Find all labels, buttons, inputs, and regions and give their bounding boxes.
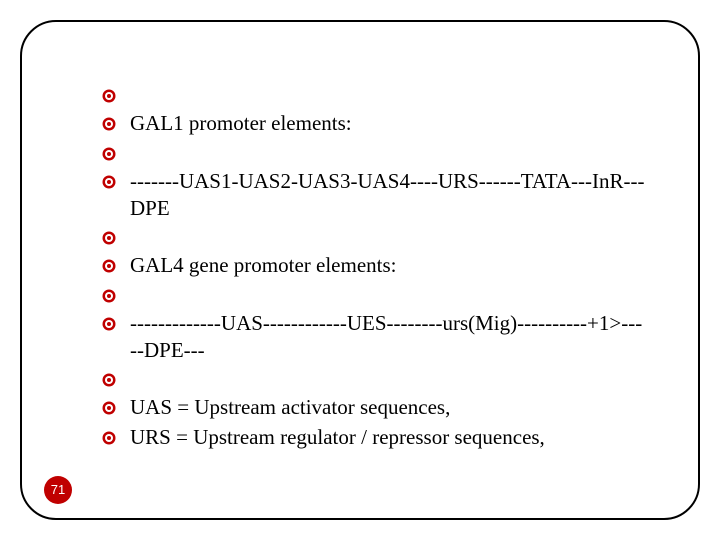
list-item xyxy=(102,282,648,308)
list-item xyxy=(102,366,648,392)
item-text: UAS = Upstream activator sequences, xyxy=(130,394,648,421)
content-area: GAL1 promoter elements: -------UAS1-UAS2… xyxy=(102,82,648,454)
item-text: GAL4 gene promoter elements: xyxy=(130,252,648,279)
list-item xyxy=(102,82,648,108)
list-item: GAL1 promoter elements: xyxy=(102,110,648,138)
bullet-icon xyxy=(102,117,116,131)
bullet-icon xyxy=(102,317,116,331)
list-item: GAL4 gene promoter elements: xyxy=(102,252,648,280)
page-number: 71 xyxy=(51,482,65,497)
bullet-icon xyxy=(102,401,116,415)
item-text: URS = Upstream regulator / repressor seq… xyxy=(130,424,648,451)
item-text: GAL1 promoter elements: xyxy=(130,110,648,137)
list-item xyxy=(102,140,648,166)
bullet-icon xyxy=(102,231,116,245)
bullet-icon xyxy=(102,373,116,387)
item-text: -------UAS1-UAS2-UAS3-UAS4----URS------T… xyxy=(130,168,648,222)
bullet-icon xyxy=(102,89,116,103)
page-number-badge: 71 xyxy=(44,476,72,504)
slide-frame: GAL1 promoter elements: -------UAS1-UAS2… xyxy=(20,20,700,520)
bullet-icon xyxy=(102,147,116,161)
list-item xyxy=(102,224,648,250)
bullet-icon xyxy=(102,289,116,303)
list-item: -------------UAS------------UES--------u… xyxy=(102,310,648,364)
bullet-icon xyxy=(102,175,116,189)
list-item: URS = Upstream regulator / repressor seq… xyxy=(102,424,648,452)
bullet-icon xyxy=(102,259,116,273)
item-text: -------------UAS------------UES--------u… xyxy=(130,310,648,364)
list-item: -------UAS1-UAS2-UAS3-UAS4----URS------T… xyxy=(102,168,648,222)
bullet-icon xyxy=(102,431,116,445)
list-item: UAS = Upstream activator sequences, xyxy=(102,394,648,422)
